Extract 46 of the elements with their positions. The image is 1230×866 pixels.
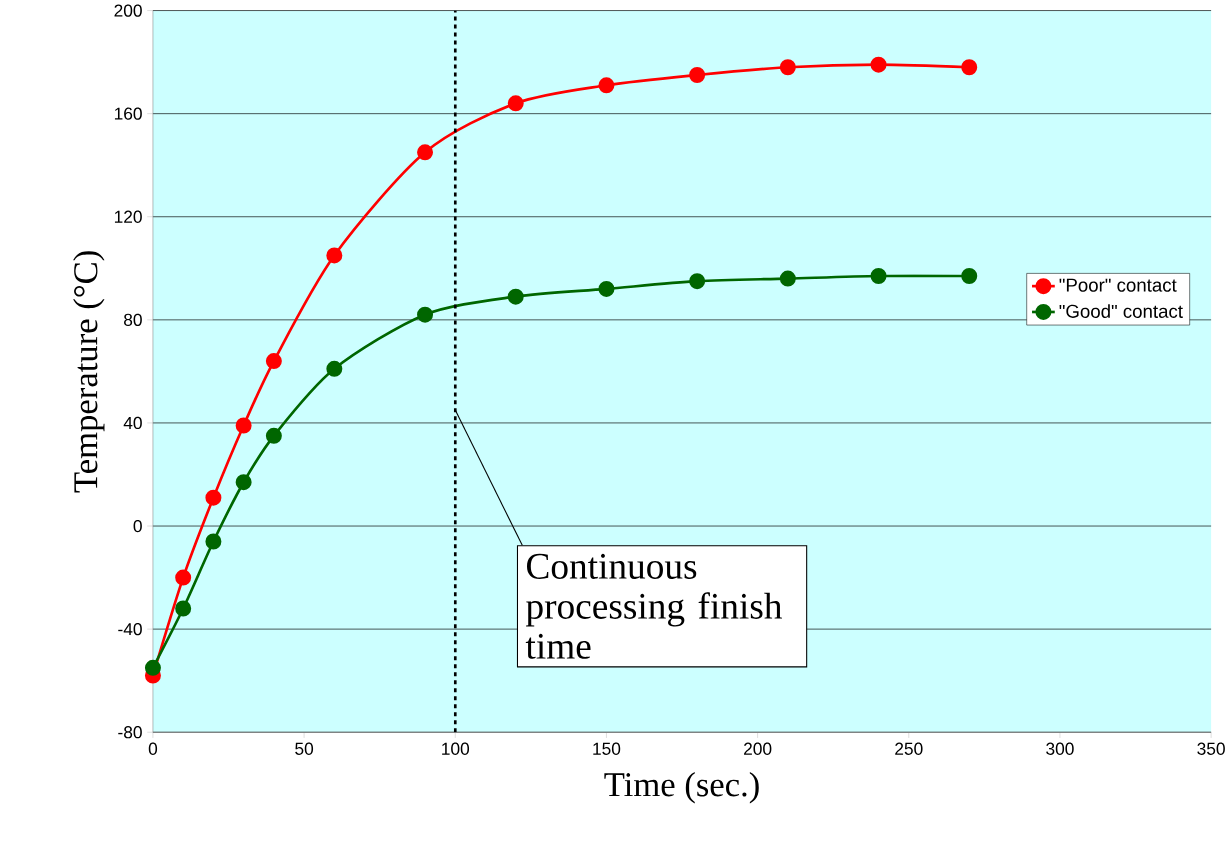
y-tick-label: 120	[114, 210, 142, 223]
legend-label: "Good" contact	[1059, 304, 1183, 318]
point	[235, 417, 252, 434]
y-tick-label: 200	[114, 4, 142, 17]
x-tick-label: 250	[895, 742, 923, 755]
y-tick-label: -40	[118, 622, 142, 636]
x-tick-label: 300	[1046, 742, 1074, 755]
x-tick-label: 100	[442, 742, 470, 755]
point	[507, 288, 524, 305]
point	[507, 95, 524, 112]
y-axis-title: Temperature (°C)	[73, 251, 105, 493]
y-tick-label: -80	[118, 726, 142, 739]
point	[870, 56, 887, 73]
point	[326, 360, 343, 377]
point	[870, 267, 887, 284]
point	[417, 144, 434, 161]
y-tick-label: 160	[114, 107, 142, 120]
point	[598, 77, 615, 94]
point	[961, 267, 978, 284]
point	[205, 533, 222, 550]
legend-label: "Poor" contact	[1059, 278, 1177, 292]
x-axis-title: Time (sec.)	[604, 771, 759, 804]
y-tick-label: 0	[133, 519, 142, 533]
point	[175, 569, 192, 586]
x-tick-label: 50	[295, 742, 314, 755]
point	[417, 306, 434, 323]
point	[144, 659, 161, 676]
point	[205, 489, 222, 506]
annotation: Continuous processing finish time	[525, 553, 783, 659]
point	[265, 353, 282, 370]
point	[689, 273, 706, 290]
x-tick-label: 200	[744, 742, 772, 755]
point	[961, 59, 978, 76]
x-tick-label: 150	[593, 742, 621, 755]
point	[235, 474, 252, 491]
x-tick-label: 0	[148, 742, 158, 755]
y-tick-label: 40	[123, 416, 142, 429]
point	[326, 247, 343, 264]
y-tick-label: 80	[124, 313, 142, 326]
point	[598, 280, 615, 297]
x-tick-label: 350	[1197, 742, 1225, 755]
point	[779, 59, 796, 76]
point	[175, 600, 192, 617]
point	[265, 427, 282, 444]
point	[689, 66, 706, 83]
point	[779, 270, 796, 287]
